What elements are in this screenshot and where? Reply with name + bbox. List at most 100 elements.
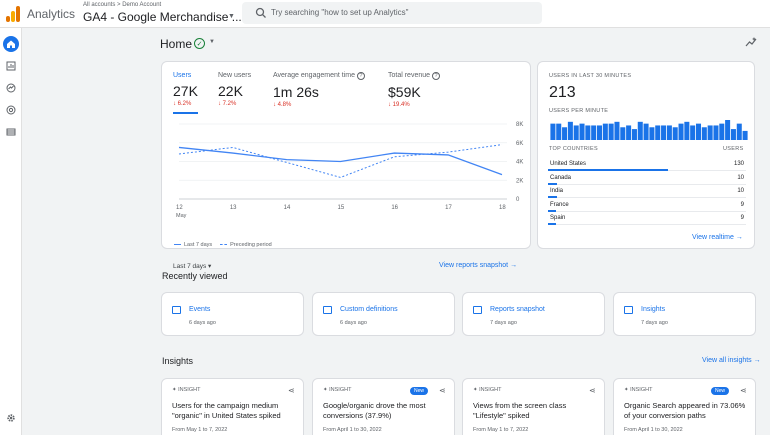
chart-legend: Last 7 days Preceding period	[174, 242, 272, 248]
users-per-minute-bar	[655, 125, 661, 140]
view-reports-snapshot-link[interactable]: View reports snapshot →	[439, 262, 518, 269]
users-per-minute-bar	[573, 125, 579, 140]
metric-change: ↓ 4.8%	[273, 102, 292, 108]
settings-gear-icon[interactable]	[3, 410, 19, 426]
realtime-value: 213	[549, 84, 576, 101]
legend-swatch	[174, 244, 181, 246]
analytics-logo-icon[interactable]	[6, 6, 20, 22]
chevron-down-icon[interactable]: ▼	[209, 39, 215, 45]
share-icon[interactable]: ⋖	[589, 386, 596, 395]
search-icon	[255, 7, 266, 18]
users-per-minute-bar	[637, 121, 643, 140]
x-tick-label: 14	[284, 205, 291, 211]
users-per-minute-bar	[736, 123, 742, 140]
insight-card[interactable]: ✦ INSIGHT New ⋖ Organic Search appeared …	[613, 378, 756, 435]
insight-card[interactable]: ✦ INSIGHT ⋖ Views from the screen class …	[462, 378, 605, 435]
explore-nav-icon[interactable]	[3, 80, 19, 96]
advertising-nav-icon[interactable]	[3, 102, 19, 118]
configure-nav-icon[interactable]	[3, 124, 19, 140]
insight-tag-label: INSIGHT	[178, 387, 201, 393]
search-bar[interactable]: Try searching "how to set up Analytics"	[242, 2, 542, 24]
share-icon[interactable]: ⋖	[439, 386, 446, 395]
insights-trend-icon[interactable]	[745, 36, 757, 48]
country-share-bar	[548, 169, 668, 171]
metric-change: ↓ 19.4%	[388, 102, 410, 108]
recent-item-custom-definitions[interactable]: Custom definitions 6 days ago	[312, 292, 455, 336]
metric-total-revenue[interactable]: Total revenue ? $59K ↓ 19.4%	[388, 72, 440, 108]
metric-change-value: 4.8%	[277, 102, 292, 108]
users-per-minute-label: USERS PER MINUTE	[549, 108, 609, 114]
country-share-bar	[548, 209, 557, 212]
share-icon[interactable]: ⋖	[740, 386, 747, 395]
recent-item-time: 6 days ago	[340, 320, 367, 326]
metric-label: Total revenue	[388, 72, 431, 79]
users-per-minute-bar	[620, 127, 626, 140]
recent-item-time: 7 days ago	[490, 320, 517, 326]
y-tick-label: 8K	[516, 122, 523, 128]
country-name: France	[550, 201, 569, 208]
recent-item-time: 6 days ago	[189, 320, 216, 326]
metric-value: 27K	[173, 83, 198, 99]
share-icon[interactable]: ⋖	[288, 386, 295, 395]
country-name: United States	[550, 161, 587, 167]
y-tick-label: 6K	[516, 141, 523, 147]
view-all-insights-link[interactable]: View all insights →	[702, 357, 761, 364]
top-countries-label: TOP COUNTRIES	[549, 146, 598, 152]
country-row[interactable]: Spain 9	[548, 212, 746, 225]
link-label: View reports snapshot	[439, 262, 509, 269]
country-row[interactable]: India 10	[548, 185, 746, 198]
metric-change: ↓ 6.2%	[173, 101, 192, 107]
users-per-minute-bar	[562, 127, 568, 140]
metric-label: Average engagement time	[273, 72, 355, 79]
country-users: 130	[733, 161, 744, 167]
metric-label-wrap: Average engagement time ?	[273, 72, 365, 80]
users-per-minute-bar	[695, 123, 702, 140]
check-circle-icon[interactable]: ✓	[194, 38, 205, 49]
users-per-minute-bar	[626, 125, 632, 140]
users-per-minute-bar	[596, 125, 603, 140]
series-line-last-7-days	[178, 146, 503, 176]
insight-tag-label: INSIGHT	[329, 387, 352, 393]
reports-nav-icon[interactable]	[3, 58, 19, 74]
insight-tag: ✦ INSIGHT	[172, 387, 201, 393]
users-per-minute-bar	[608, 123, 614, 140]
insight-title: Users for the campaign medium "organic" …	[172, 401, 281, 420]
metric-new-users[interactable]: New users 22K ↓ 7.2%	[218, 72, 251, 107]
users-per-minute-bar	[602, 123, 608, 140]
view-realtime-link[interactable]: View realtime →	[692, 234, 743, 241]
y-tick-label: 4K	[516, 160, 523, 166]
metric-label: Users	[173, 72, 192, 79]
help-icon[interactable]: ?	[431, 72, 440, 80]
country-row[interactable]: United States 130	[548, 158, 746, 171]
metric-engagement-time[interactable]: Average engagement time ? 1m 26s ↓ 4.8%	[273, 72, 365, 108]
users-per-minute-bar	[730, 129, 736, 140]
users-per-minute-bar	[672, 127, 678, 140]
property-selector[interactable]: GA4 - Google Merchandise ...	[83, 10, 242, 24]
recent-item-events[interactable]: Events 6 days ago	[161, 292, 304, 336]
search-input[interactable]: Try searching "how to set up Analytics"	[271, 8, 409, 17]
metric-change-value: 19.4%	[392, 102, 410, 108]
date-range-selector[interactable]: Last 7 days ▾	[173, 263, 212, 270]
recent-item-insights[interactable]: Insights 7 days ago	[613, 292, 756, 336]
users-per-minute-bar	[567, 121, 573, 140]
country-row[interactable]: France 9	[548, 199, 746, 212]
recent-item-reports-snapshot[interactable]: Reports snapshot 7 days ago	[462, 292, 605, 336]
recent-item-time: 7 days ago	[641, 320, 668, 326]
insights-title: Insights	[162, 356, 194, 366]
main-content: Home ✓ ▼ Users 27K ↓ 6.2% New users 22K …	[22, 28, 770, 435]
insight-date: From April 1 to 30, 2022	[624, 427, 683, 433]
metric-users[interactable]: Users 27K ↓ 6.2%	[173, 72, 198, 114]
insight-tag: ✦ INSIGHT	[473, 387, 502, 393]
metric-value: 22K	[218, 83, 243, 99]
metric-label: New users	[218, 72, 252, 79]
chevron-down-icon[interactable]: ▼	[228, 13, 235, 20]
insight-card[interactable]: ✦ INSIGHT ⋖ Users for the campaign mediu…	[161, 378, 304, 435]
breadcrumb[interactable]: All accounts > Demo Account	[83, 2, 162, 8]
country-name: Canada	[550, 174, 572, 181]
x-tick-label: 12	[176, 205, 183, 211]
country-row[interactable]: Canada 10	[548, 172, 746, 185]
insight-title: Views from the screen class "Lifestyle" …	[473, 401, 567, 420]
insight-card[interactable]: ✦ INSIGHT New ⋖ Google/organic drove the…	[312, 378, 455, 435]
home-nav-icon[interactable]	[3, 36, 19, 52]
help-icon[interactable]: ?	[356, 72, 365, 80]
